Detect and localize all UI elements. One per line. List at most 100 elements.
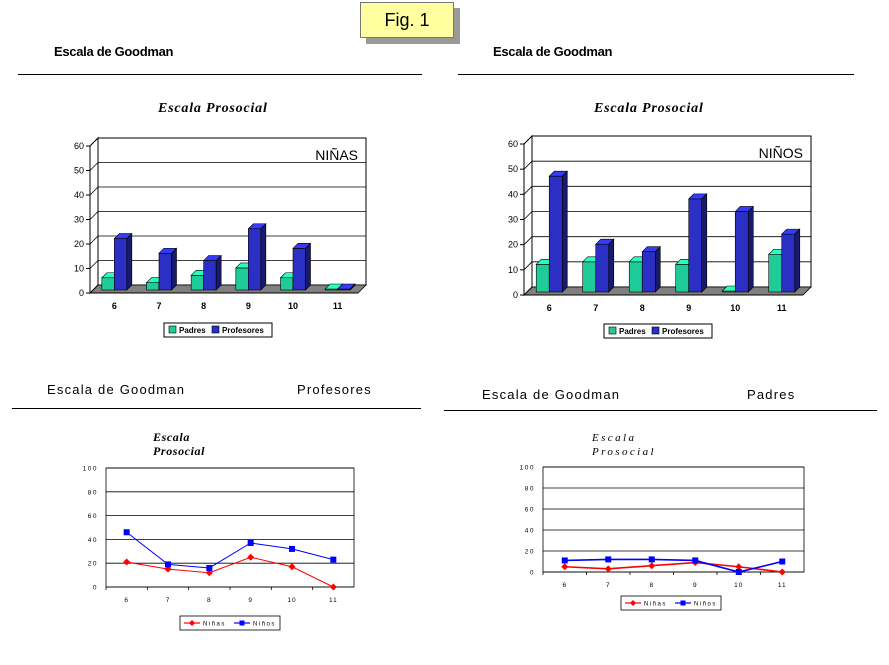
x-tick-label: 7 [593, 303, 598, 313]
bar-profesores-7 [158, 247, 178, 291]
y-tick-label: 0 [530, 570, 535, 577]
marker-square [289, 545, 295, 552]
legend-label-profesores: Profesores [222, 326, 264, 335]
y-tick-label: 60 [88, 513, 98, 520]
x-tick-label: 8 [207, 597, 212, 604]
divider-top-left [18, 74, 422, 75]
chart-title-line2: Prosocial [592, 446, 656, 458]
y-tick-label: 60 [508, 139, 518, 149]
legend-label-0: Niñas [644, 602, 667, 608]
marker-square [123, 529, 130, 536]
line-chart-profesores: 0 20 40 60 80 100 6 7 8 9 10 11 Niñas Niños [83, 466, 355, 631]
chart-title-bottom-right: Escala Prosocial [592, 431, 656, 459]
marker-diamond [205, 569, 213, 577]
legend-label-padres: Padres [619, 327, 646, 336]
y-tick-label: 80 [88, 489, 98, 496]
y-tick-label: 100 [83, 466, 98, 473]
gridline-side [89, 162, 99, 171]
bar-profesores-9 [247, 223, 267, 291]
x-tick-label: 10 [734, 582, 743, 589]
gridline-side [523, 160, 533, 170]
line-chart-padres: 0 20 40 60 80 100 6 7 8 9 10 11 Niñas Niños [520, 465, 805, 611]
plot-frame [105, 467, 355, 588]
panel-subject-bottom-left: Profesores [297, 382, 372, 397]
x-tick-label: 10 [730, 303, 740, 313]
marker-square [735, 569, 742, 575]
y-tick-label: 50 [74, 166, 84, 176]
y-tick-label: 20 [88, 561, 98, 568]
marker-square [779, 558, 786, 565]
y-tick-label: 20 [74, 239, 84, 249]
y-tick-label: 20 [508, 240, 518, 250]
y-tick-label: 40 [508, 189, 518, 199]
figure-label: Fig. 1 [360, 2, 454, 38]
gridline-side [523, 211, 533, 220]
x-tick-label: 10 [287, 597, 296, 604]
legend-marker-square [239, 620, 245, 626]
marker-diamond [735, 563, 743, 571]
bar-profesores-6 [548, 170, 568, 293]
x-tick-label: 7 [156, 301, 161, 311]
y-tick-label: 60 [74, 141, 84, 151]
chart-title-top-left: Escala Prosocial [158, 101, 268, 116]
panel-header-top-right: Escala de Goodman [493, 44, 613, 59]
bar-chart-ninas: 0 10 20 30 40 50 60 6 7 8 9 10 11 NIÑAS Padres Profesor… [74, 136, 367, 338]
x-tick-label: 6 [562, 582, 567, 589]
panel-header-top-left: Escala de Goodman [54, 44, 174, 59]
marker-diamond [561, 563, 569, 571]
y-tick-label: 100 [520, 465, 535, 472]
legend-marker-square [680, 600, 686, 606]
series-line-0 [564, 561, 783, 573]
chart-title-bottom-left: Escala Prosocial [153, 430, 205, 458]
legend-swatch-profesores [211, 325, 220, 334]
y-tick-label: 20 [525, 549, 535, 556]
y-tick-label: 50 [508, 164, 518, 174]
divider-top-right [458, 74, 854, 75]
chart-title-line2: Prosocial [153, 444, 206, 458]
y-tick-label: 30 [508, 215, 518, 225]
y-tick-label: 10 [508, 265, 518, 275]
gridline-side [89, 137, 99, 147]
bar-profesores-11 [781, 228, 801, 293]
bar-profesores-7 [595, 238, 615, 293]
x-tick-label: 9 [248, 597, 253, 604]
chart-annotation: NIÑAS [315, 147, 358, 163]
bar-profesores-8 [641, 246, 661, 293]
marker-diamond [123, 558, 131, 566]
gridline-side [523, 186, 533, 195]
marker-diamond [247, 553, 255, 561]
chart-annotation: NIÑOS [759, 145, 803, 161]
marker-square [561, 557, 568, 564]
y-tick-label: 10 [74, 264, 84, 274]
marker-diamond [648, 562, 656, 570]
gridline-side [89, 211, 99, 220]
x-tick-label: 11 [778, 582, 787, 589]
y-tick-label: 30 [74, 215, 84, 225]
y-tick-label: 40 [74, 190, 84, 200]
legend-swatch-profesores [651, 326, 660, 335]
legend-marker-diamond [189, 620, 195, 626]
marker-square [247, 539, 254, 546]
x-tick-label: 11 [333, 301, 343, 311]
chart-title-line1: Escala [153, 430, 190, 444]
marker-diamond [288, 563, 296, 571]
marker-square [648, 556, 655, 563]
x-tick-label: 7 [606, 582, 611, 589]
marker-diamond [164, 565, 172, 573]
panel-header-bottom-left: Escala de Goodman [47, 382, 186, 397]
x-tick-label: 7 [166, 597, 171, 604]
marker-diamond [778, 568, 786, 576]
x-tick-label: 10 [288, 301, 298, 311]
gridline-side [89, 186, 99, 196]
legend-swatch-padres [168, 325, 177, 334]
legend-marker-diamond [630, 600, 636, 606]
series-line-1 [564, 558, 783, 573]
x-tick-label: 9 [693, 582, 698, 589]
x-tick-label: 6 [124, 597, 129, 604]
plot-floor [89, 284, 367, 294]
marker-square [605, 556, 612, 563]
plot-frame [542, 466, 805, 573]
gridline-side [523, 236, 533, 245]
x-tick-label: 9 [686, 303, 691, 313]
y-tick-label: 40 [88, 537, 98, 544]
